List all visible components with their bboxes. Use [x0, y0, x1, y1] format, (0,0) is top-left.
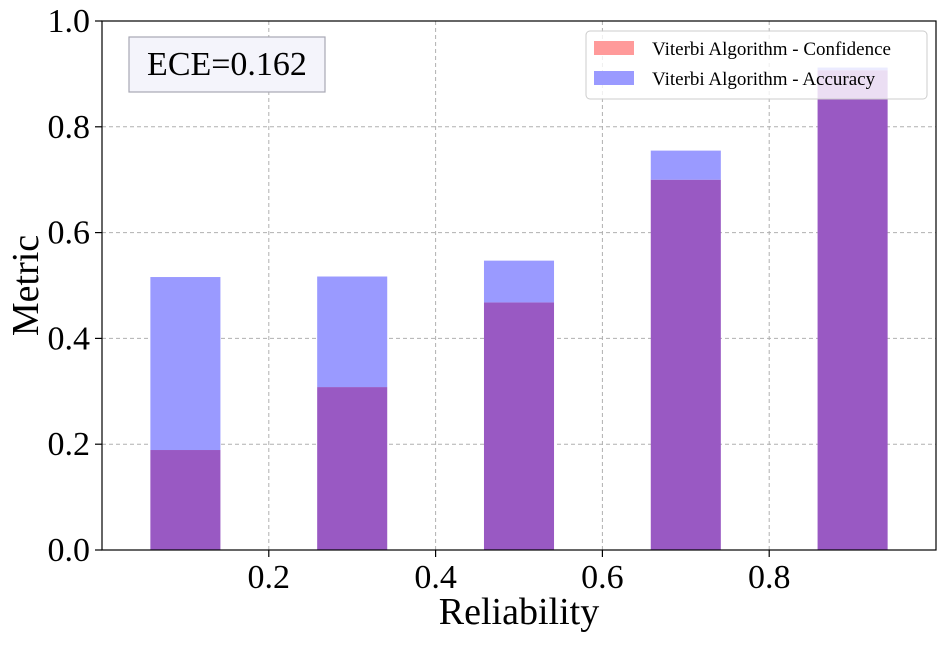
x-tick-label: 0.4 — [414, 559, 457, 596]
axis-ticks: 0.0 0.2 0.4 0.6 0.8 1.0 0.2 0.4 0.6 0.8 — [48, 3, 791, 596]
accuracy-bar-excess — [150, 277, 221, 451]
overlap-bar — [817, 70, 888, 551]
x-tick-label: 0.8 — [748, 559, 791, 596]
legend: Viterbi Algorithm - Confidence Viterbi A… — [585, 30, 928, 100]
legend-label-accuracy: Viterbi Algorithm - Accuracy — [652, 69, 876, 90]
ece-annotation-box: ECE=0.162 — [128, 36, 326, 93]
legend-entry-confidence: Viterbi Algorithm - Confidence — [594, 39, 891, 60]
overlap-bar — [150, 450, 221, 550]
y-tick-label: 0.6 — [48, 215, 91, 252]
legend-frame — [585, 30, 928, 100]
overlap-bar — [650, 179, 721, 550]
ece-annotation-frame — [128, 36, 326, 93]
ece-annotation-text: ECE=0.162 — [147, 46, 307, 83]
bars-group — [150, 67, 888, 551]
accuracy-bar-excess — [650, 150, 721, 180]
legend-entry-accuracy: Viterbi Algorithm - Accuracy — [594, 69, 876, 90]
y-tick-label: 0.4 — [48, 320, 91, 357]
legend-label-confidence: Viterbi Algorithm - Confidence — [652, 39, 891, 60]
x-tick-label: 0.2 — [248, 559, 291, 596]
y-tick-label: 0.0 — [48, 532, 91, 569]
y-axis-label: Metric — [5, 235, 47, 336]
y-tick-label: 1.0 — [48, 3, 91, 40]
x-axis-label: Reliability — [439, 591, 599, 633]
legend-swatch-accuracy — [594, 71, 634, 85]
y-tick-label: 0.2 — [48, 426, 91, 463]
accuracy-bar-excess — [317, 276, 388, 388]
y-tick-label: 0.8 — [48, 109, 91, 146]
overlap-bar — [483, 302, 555, 550]
accuracy-bar-excess — [483, 260, 555, 303]
overlap-bar — [317, 387, 388, 550]
legend-swatch-confidence — [594, 41, 634, 55]
x-tick-label: 0.6 — [581, 559, 624, 596]
plot-area-frame — [101, 20, 937, 551]
